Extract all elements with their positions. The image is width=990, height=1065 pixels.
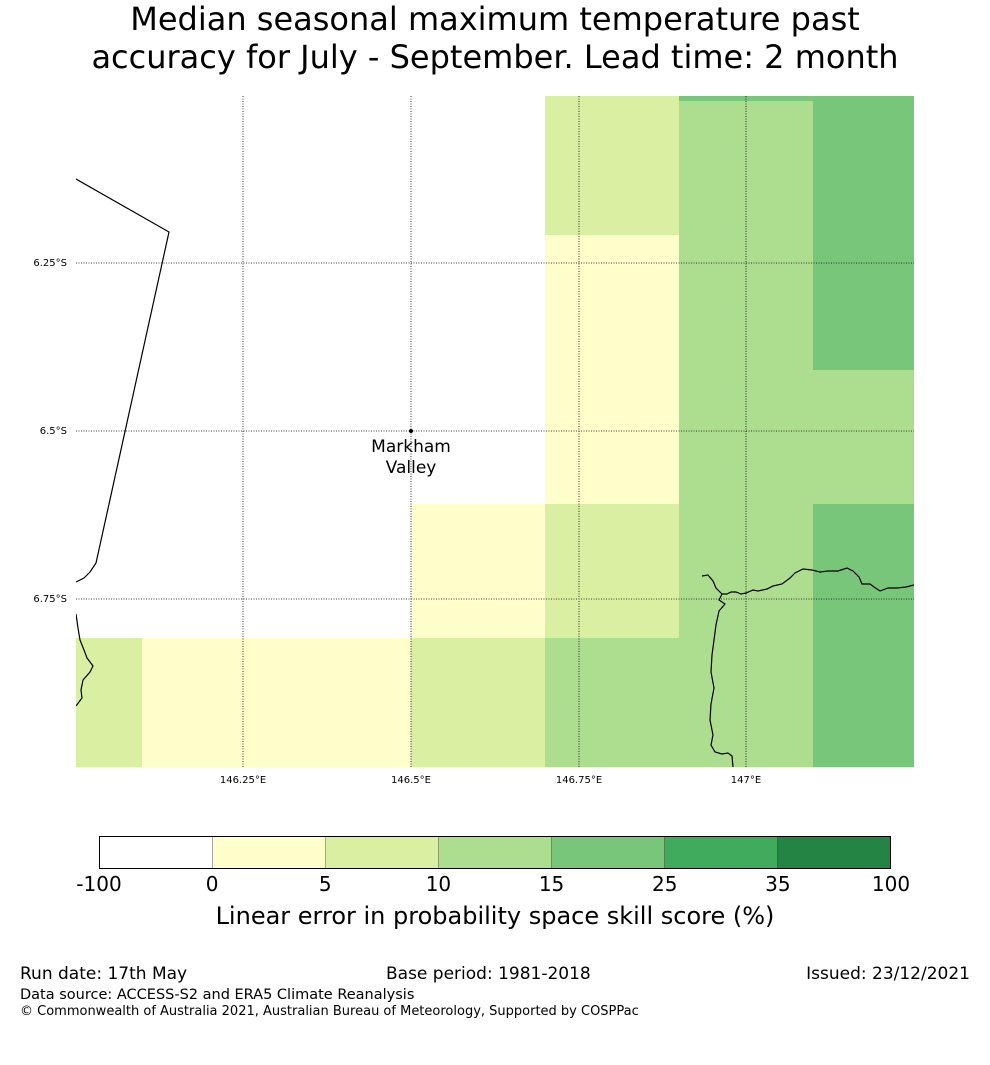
grid-cell — [76, 638, 142, 767]
colorbar-tick-label: 0 — [205, 872, 219, 896]
grid-cell — [813, 96, 914, 370]
grid-cell — [142, 638, 411, 767]
chart-title: Median seasonal maximum temperature past… — [0, 0, 990, 76]
grid-cell — [813, 370, 914, 504]
colorbar — [99, 836, 891, 869]
coastline — [76, 178, 914, 767]
colorbar-tick-label: 10 — [425, 872, 452, 896]
run-date: Run date: 17th May — [20, 964, 188, 984]
lon-label: 146.25°E — [220, 775, 266, 786]
colorbar-swatch — [326, 837, 439, 868]
place-label-line1: Markham — [371, 437, 451, 457]
colorbar-tick-label: -100 — [76, 872, 122, 896]
grid-cell — [545, 638, 813, 767]
grid-cell — [545, 96, 679, 235]
grid-cell — [813, 638, 914, 767]
colorbar-swatch — [100, 837, 213, 868]
colorbar-tick-label: 35 — [765, 872, 791, 896]
location-marker — [409, 429, 413, 433]
title-line-1: Median seasonal maximum temperature past — [130, 0, 860, 38]
lon-label: 146.75°E — [556, 775, 602, 786]
lon-label: 147°E — [731, 775, 761, 786]
copyright: © Commonwealth of Australia 2021, Austra… — [20, 1004, 639, 1019]
issued-date: Issued: 23/12/2021 — [806, 964, 970, 984]
colorbar-swatch — [778, 837, 890, 868]
colorbar-tick-label: 15 — [538, 872, 565, 896]
grid-cell — [545, 235, 679, 504]
map-panel: Markham Valley 6.25°S 6.5°S 6.75°S 146.2… — [33, 96, 914, 786]
data-source: Data source: ACCESS-S2 and ERA5 Climate … — [20, 987, 415, 1003]
title-line-2: accuracy for July - September. Lead time… — [91, 38, 899, 76]
skill-grid — [76, 96, 914, 767]
place-label-line2: Valley — [386, 458, 437, 478]
base-period: Base period: 1981-2018 — [386, 964, 591, 984]
colorbar-swatch — [213, 837, 326, 868]
grid-cell — [545, 504, 679, 638]
lat-label: 6.25°S — [33, 258, 67, 269]
lon-label: 146.5°E — [391, 775, 431, 786]
grid-cell — [411, 504, 545, 638]
grid-cell — [411, 638, 545, 767]
lat-label: 6.5°S — [40, 426, 67, 437]
colorbar-swatch — [439, 837, 552, 868]
colorbar-swatch — [552, 837, 665, 868]
colorbar-tick-label: 100 — [871, 872, 911, 896]
lat-label: 6.75°S — [33, 594, 67, 605]
colorbar-swatches — [99, 836, 891, 869]
colorbar-swatch — [665, 837, 778, 868]
colorbar-tick-label: 25 — [651, 872, 678, 896]
colorbar-label: Linear error in probability space skill … — [215, 902, 775, 930]
colorbar-tick-label: 5 — [318, 872, 332, 896]
